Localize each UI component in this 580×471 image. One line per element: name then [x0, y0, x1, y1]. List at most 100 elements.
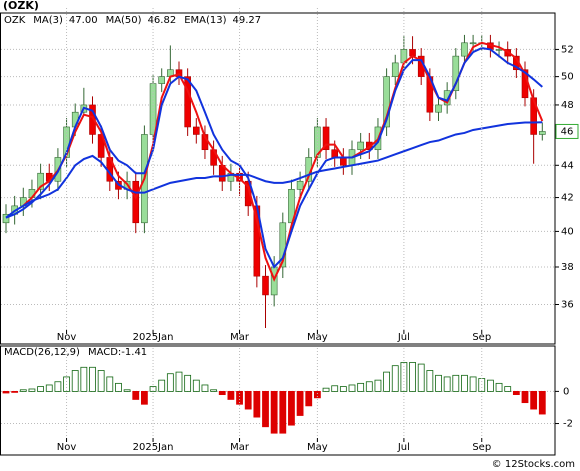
macd-bar: [409, 362, 416, 392]
macd-bar: [210, 389, 218, 392]
candle-body: [158, 76, 165, 84]
candle-body: [495, 49, 503, 51]
candle-body: [435, 104, 442, 113]
candle-body: [149, 83, 157, 135]
macd-bar: [236, 390, 243, 405]
macd-bar: [288, 390, 295, 426]
macd-bar: [469, 376, 477, 392]
macd-bar: [218, 390, 226, 396]
macd-bar: [365, 381, 373, 392]
macd-bar: [270, 390, 278, 434]
macd-bar: [426, 370, 434, 392]
candle-body: [184, 76, 191, 128]
y-tick-label: -2: [563, 419, 573, 430]
macd-bar: [452, 374, 460, 392]
macd-bar: [339, 386, 347, 392]
candle-body: [296, 180, 304, 190]
macd-bar: [11, 390, 19, 393]
macd-bar: [538, 390, 546, 415]
macd-bar: [184, 374, 192, 392]
candle-body: [383, 76, 390, 128]
x-tick-label: 2025Jan: [133, 442, 174, 453]
candle-body: [391, 62, 399, 77]
legend-value: 49.27: [233, 15, 262, 26]
x-tick-label: May: [307, 442, 328, 453]
macd-bar: [227, 390, 235, 400]
x-tick-label: Nov: [57, 442, 77, 453]
macd-bar: [192, 379, 200, 392]
macd-bar: [158, 379, 166, 392]
macd-bar: [71, 370, 79, 392]
x-tick-label: May: [307, 332, 328, 343]
candle-body: [89, 104, 96, 135]
candle-body: [461, 42, 468, 57]
candle-body: [314, 126, 321, 158]
y-tick-label: 42: [561, 193, 574, 204]
macd-bar: [97, 370, 105, 392]
macd-bar: [89, 366, 96, 392]
candle-body: [357, 141, 364, 151]
macd-bar: [348, 384, 356, 392]
macd-bar: [435, 374, 442, 392]
candle-body: [469, 42, 477, 45]
candle-body: [193, 126, 200, 135]
legend-symbol: OZK: [4, 15, 26, 26]
macd-bar: [80, 366, 88, 392]
y-tick-label: 40: [561, 226, 574, 237]
candle-body: [37, 172, 44, 190]
panel-frame: [0, 12, 556, 345]
macd-bar: [106, 376, 114, 392]
y-tick-label: 48: [561, 100, 574, 111]
macd-bar: [322, 387, 330, 392]
macd-bar: [45, 384, 53, 392]
x-tick-label: Mar: [230, 442, 250, 453]
legend-name: MA(50): [106, 15, 142, 26]
panel-frame: [0, 345, 556, 456]
macd-bar: [244, 390, 252, 410]
candle-body: [340, 157, 347, 166]
x-tick-label: Sep: [472, 442, 491, 453]
x-tick-label: Sep: [472, 332, 491, 343]
x-tick-label: Nov: [57, 332, 77, 343]
ma-line: [5, 121, 543, 219]
ma-line: [5, 47, 543, 269]
candle-body: [132, 180, 140, 224]
macd-name: MACD(26,12,9): [4, 347, 80, 358]
macd-bar: [19, 389, 27, 392]
y-tick-label: 50: [561, 72, 574, 83]
macd-bar: [149, 386, 157, 392]
candle-body: [2, 213, 10, 224]
x-tick-label: Jul: [397, 332, 410, 343]
macd-bar: [123, 389, 131, 392]
macd-bar: [374, 379, 382, 392]
macd-bar: [54, 381, 62, 392]
page-title: (OZK): [3, 0, 39, 12]
macd-bar: [512, 390, 520, 396]
y-tick-label: 38: [561, 262, 574, 273]
footer: © 12Stocks.com: [492, 459, 575, 470]
macd-bar: [486, 379, 494, 392]
macd-bar: [391, 365, 399, 392]
x-tick-label: 2025Jan: [133, 332, 174, 343]
macd-bar: [2, 390, 10, 394]
legend-value: 47.00: [69, 15, 98, 26]
macd-bar: [495, 382, 503, 392]
x-tick-label: Mar: [230, 332, 250, 343]
legend-value: 46.82: [148, 15, 177, 26]
candle-body: [538, 131, 546, 135]
legend-name: EMA(13): [184, 15, 226, 26]
candle-body: [331, 149, 339, 158]
macd-bar: [253, 390, 261, 418]
macd-bar: [331, 385, 339, 392]
last-price-box: [555, 123, 579, 139]
x-tick-label: Jul: [397, 442, 410, 453]
y-tick-label: 0: [563, 386, 569, 397]
macd-bar: [201, 384, 209, 392]
candle-body: [262, 275, 269, 296]
macd-bar: [521, 390, 529, 404]
macd-bar: [461, 374, 468, 392]
macd-bar: [443, 376, 451, 392]
macd-legend: MACD:-1.41: [88, 347, 147, 358]
macd-bar: [504, 386, 512, 392]
